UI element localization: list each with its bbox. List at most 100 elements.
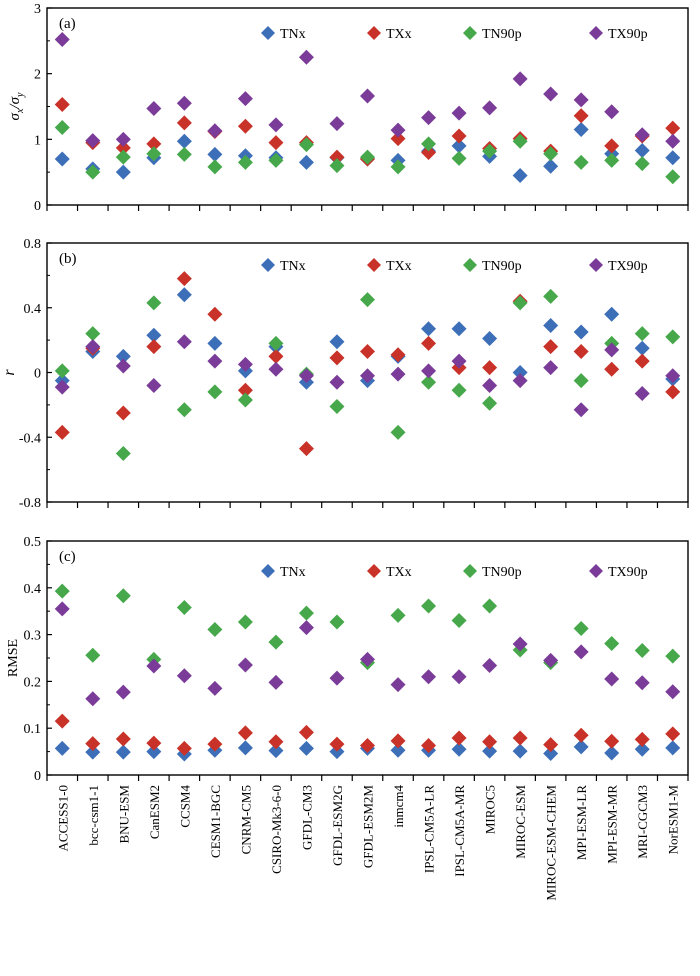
point-tn90p-gfdl-esm2m <box>360 149 375 165</box>
point-tn90p-noresm1-m <box>665 169 681 185</box>
point-tn90p-canesm2 <box>146 295 162 311</box>
point-tx90p-gfdl-esm2g <box>329 670 345 686</box>
legend-marker-tx90p <box>589 26 603 40</box>
y-tick-label: 0.1 <box>24 722 42 737</box>
legend-marker-txx <box>367 564 381 578</box>
point-tx90p-ipsl-cm5a-lr <box>421 669 437 685</box>
point-tn90p-bcc-csm1-1 <box>85 326 101 342</box>
point-tnx-miroc5 <box>482 331 498 347</box>
point-tn90p-csiro-mk3-6-0 <box>268 634 284 650</box>
point-txx-access1-0 <box>54 424 70 440</box>
point-tn90p-gfdl-esm2m <box>360 292 375 308</box>
point-txx-gfdl-esm2g <box>329 149 345 165</box>
point-txx-bcc-csm1-1 <box>85 736 101 752</box>
point-tnx-access1-0 <box>54 151 70 167</box>
panel-b: -0.8 -0.4 0 0.4 0.8 (b) r TNx TXx TN90p TX90p <box>1 237 689 511</box>
point-tx90p-gfdl-esm2m <box>360 88 375 104</box>
point-txx-ccsm4 <box>176 115 192 131</box>
point-tn90p-miroc-esm <box>512 295 528 311</box>
y-tick-label: 0 <box>34 199 41 214</box>
point-tx90p-noresm1-m <box>665 684 681 700</box>
point-tn90p-gfdl-esm2g <box>329 158 345 174</box>
point-tx90p-noresm1-m <box>665 368 681 384</box>
legend-marker-tnx <box>261 564 275 578</box>
model-tick-labels: ACCESS1-0 bcc-csm1-1 BNU-ESM CanESM2 CCSM4 CE… <box>55 785 680 901</box>
legend-marker-tx90p <box>589 258 603 272</box>
point-tnx-cesm1-bgc <box>207 146 223 162</box>
legend-item-txx: TXx <box>367 26 412 42</box>
point-tx90p-gfdl-esm2m <box>360 368 375 384</box>
legend-item-tnx: TNx <box>261 564 306 580</box>
point-tx90p-mpi-esm-mr <box>604 104 620 120</box>
point-tn90p-cesm1-bgc <box>207 159 223 175</box>
point-tnx-noresm1-m <box>665 150 681 166</box>
point-tnx-canesm2 <box>146 744 162 760</box>
point-tx90p-miroc5 <box>482 377 498 393</box>
legend-marker-tn90p <box>463 258 477 272</box>
point-tn90p-miroc5 <box>482 395 498 411</box>
point-tn90p-mpi-esm-mr <box>604 152 620 168</box>
x-tick-label-mri-cgcm3: MRI-CGCM3 <box>635 785 650 859</box>
point-tn90p-ipsl-cm5a-lr <box>421 374 437 390</box>
x-tick-label-mpi-esm-lr: MPI-ESM-LR <box>574 785 589 860</box>
point-tn90p-cnrm-cm5 <box>237 614 253 630</box>
legend-item-tn90p: TN90p <box>463 258 522 274</box>
panel-label: (c) <box>59 549 76 565</box>
point-tnx-ipsl-cm5a-lr <box>421 321 437 337</box>
point-tx90p-gfdl-esm2g <box>329 116 345 132</box>
point-tn90p-mri-cgcm3 <box>634 643 650 659</box>
point-txx-gfdl-cm3 <box>298 441 314 457</box>
y-tick-label: 0.4 <box>24 302 42 317</box>
point-tn90p-miroc-esm-chem <box>543 146 559 162</box>
legend-item-txx: TXx <box>367 564 412 580</box>
point-tx90p-bcc-csm1-1 <box>85 339 101 355</box>
point-tn90p-mpi-esm-mr <box>604 635 620 651</box>
point-tnx-ccsm4 <box>176 287 192 303</box>
legend-marker-tnx <box>261 258 275 272</box>
point-tn90p-mpi-esm-lr <box>573 373 589 389</box>
x-tick-label-inmcm4: inmcm4 <box>391 785 406 828</box>
point-tx90p-inmcm4 <box>390 366 406 382</box>
point-tn90p-bnu-esm <box>115 149 131 165</box>
legend-label: TX90p <box>608 565 648 580</box>
y-tick-label: 0.5 <box>24 535 42 550</box>
point-tn90p-ccsm4 <box>176 402 192 418</box>
point-tx90p-gfdl-cm3 <box>298 368 314 384</box>
x-tick-label-bcc-csm1-1: bcc-csm1-1 <box>86 785 101 846</box>
x-tick-label-cesm1-bgc: CESM1-BGC <box>208 785 223 858</box>
point-tx90p-inmcm4 <box>390 122 406 138</box>
point-tn90p-cesm1-bgc <box>207 384 223 400</box>
point-tnx-mpi-esm-lr <box>573 121 589 137</box>
point-txx-noresm1-m <box>665 384 681 400</box>
point-tx90p-gfdl-esm2g <box>329 374 345 390</box>
point-tn90p-miroc5 <box>482 143 498 159</box>
point-tnx-csiro-mk3-6-0 <box>268 743 284 759</box>
point-tx90p-mpi-esm-mr <box>604 671 620 687</box>
x-tick-label-gfdl-esm2g: GFDL-ESM2G <box>330 785 345 866</box>
point-tn90p-ipsl-cm5a-lr <box>421 136 437 152</box>
point-tx90p-mpi-esm-lr <box>573 92 589 108</box>
panel-label: (a) <box>59 16 76 32</box>
y-tick-label: -0.4 <box>19 431 41 446</box>
point-tx90p-miroc-esm-chem <box>543 652 559 668</box>
series-tx90p <box>54 601 681 707</box>
point-tnx-miroc-esm <box>512 365 528 380</box>
x-tick-label-ccsm4: CCSM4 <box>177 785 192 828</box>
point-txx-inmcm4 <box>390 347 406 363</box>
y-axis-label: σx/σy <box>7 92 26 120</box>
point-tx90p-bnu-esm <box>115 684 131 700</box>
point-tnx-miroc-esm-chem <box>543 745 559 761</box>
point-txx-cnrm-cm5 <box>237 382 253 398</box>
y-tick-label: -0.8 <box>19 496 41 511</box>
point-txx-cesm1-bgc <box>207 736 223 752</box>
point-txx-mpi-esm-lr <box>573 108 589 124</box>
point-tn90p-cesm1-bgc <box>207 621 223 637</box>
point-txx-csiro-mk3-6-0 <box>268 734 284 750</box>
point-tx90p-bnu-esm <box>115 131 131 147</box>
point-tnx-gfdl-esm2g <box>329 334 345 350</box>
point-tx90p-ccsm4 <box>176 95 192 111</box>
x-tick-label-ipsl-cm5a-lr: IPSL-CM5A-LR <box>422 785 437 873</box>
point-tnx-ipsl-cm5a-mr <box>451 138 467 154</box>
series-txx <box>54 713 681 756</box>
point-txx-mpi-esm-lr <box>573 727 589 743</box>
